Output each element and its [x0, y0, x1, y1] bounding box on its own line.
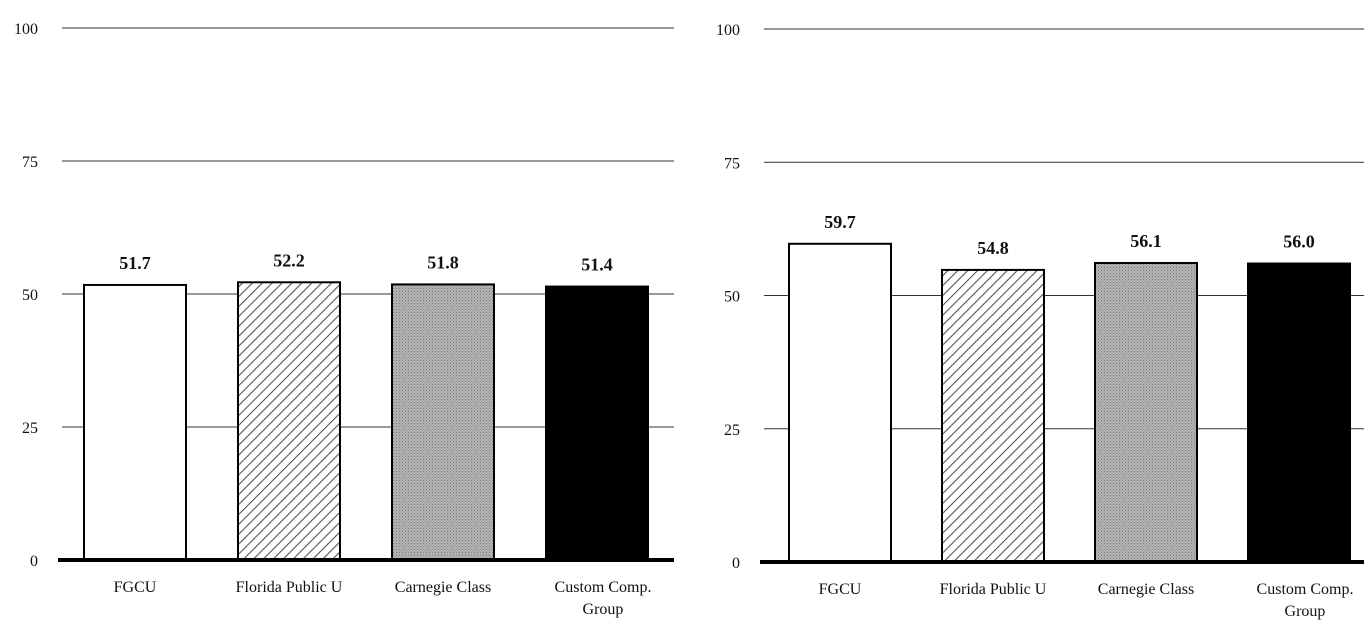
y-tick-label: 75 [22, 154, 38, 171]
bar-2 [1094, 261, 1198, 563]
category-label: Carnegie Class [395, 579, 491, 596]
data-label: 54.8 [977, 238, 1009, 258]
category-label: Custom Comp. Group [555, 579, 652, 618]
y-tick-label: 0 [30, 553, 38, 570]
bar-0 [83, 283, 187, 561]
data-label: 52.2 [273, 250, 305, 270]
y-tick-label: 0 [732, 555, 740, 572]
bar-3 [1247, 262, 1351, 563]
y-tick-label: 100 [716, 22, 740, 39]
chart-panel-left: 0 25 50 75 100 51.7 FGCU 52.2 Florida Public U 51… [14, 21, 674, 618]
bar-0 [788, 242, 892, 563]
chart-panel-right: 0 25 50 75 100 59.7 FGCU 54.8 Florida Public U 56… [716, 22, 1364, 620]
y-tick-label: 50 [22, 287, 38, 304]
category-label: FGCU [819, 581, 862, 598]
data-label: 56.0 [1283, 232, 1315, 252]
category-label: Florida Public U [940, 581, 1047, 598]
data-label: 51.4 [581, 255, 613, 275]
y-tick-label: 50 [724, 289, 740, 306]
data-label: 51.7 [119, 253, 151, 273]
category-label: Custom Comp. Group [1257, 581, 1354, 620]
category-label: Florida Public U [236, 579, 343, 596]
y-tick-label: 75 [724, 155, 740, 172]
data-label: 56.1 [1130, 231, 1162, 251]
bar-3 [545, 285, 649, 561]
data-label: 59.7 [824, 212, 856, 232]
category-label: FGCU [114, 579, 157, 596]
y-tick-label: 25 [724, 422, 740, 439]
bar-1 [941, 268, 1045, 563]
category-label: Carnegie Class [1098, 581, 1194, 598]
y-tick-label: 25 [22, 420, 38, 437]
data-label: 51.8 [427, 252, 459, 272]
bar-1 [237, 281, 341, 561]
y-tick-label: 100 [14, 21, 38, 38]
bar-2 [391, 283, 495, 561]
